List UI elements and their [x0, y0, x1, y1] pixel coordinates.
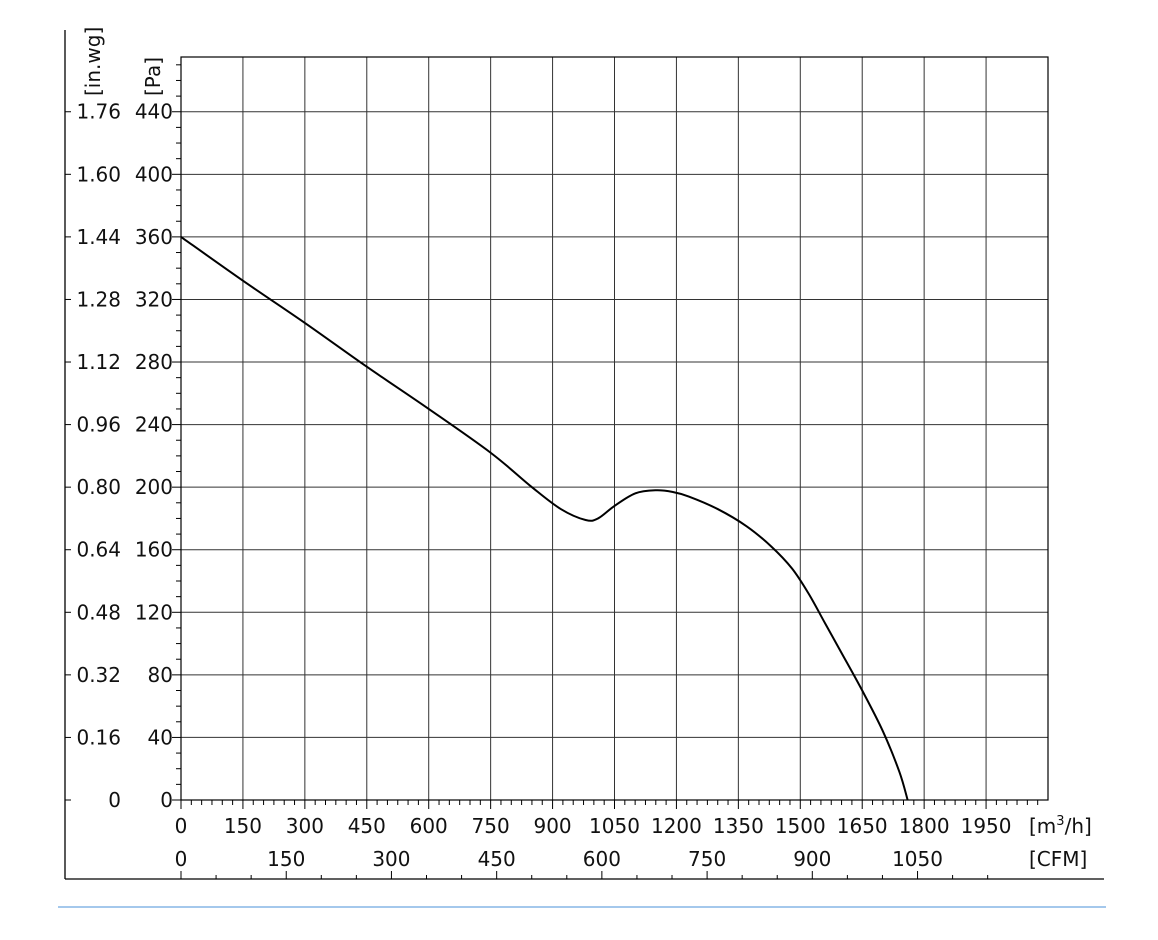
y2-tick-label-inwg: 0.64 [76, 538, 121, 562]
y2-tick-label-inwg: 1.76 [76, 100, 121, 124]
y2-axis-label-inwg: [in.wg] [81, 27, 105, 96]
x-tick-label: 0 [175, 814, 188, 838]
tick-labels: 0 150 300 450 600 750 900 1050 1200 1350 1500 1650 1… [76, 100, 1011, 871]
x2-tick-label: 300 [372, 847, 410, 871]
x2-tick-label: 1050 [892, 847, 943, 871]
x-tick-label: 300 [286, 814, 324, 838]
y-tick-label-pa: 440 [135, 100, 173, 124]
y2-tick-label-inwg: 0 [108, 788, 121, 812]
x-tick-label: 750 [472, 814, 510, 838]
grid-lines [181, 57, 1048, 800]
y2-tick-label-inwg: 0.96 [76, 413, 121, 437]
x-axis-label-sup: 3 [1056, 814, 1064, 829]
y2-tick-label-inwg: 1.60 [76, 162, 121, 186]
x2-tick-label: 450 [478, 847, 516, 871]
axes-frame [58, 30, 1106, 908]
x-axis-label-tail: /h] [1065, 814, 1092, 838]
x2-tick-label: 750 [688, 847, 726, 871]
y-tick-label-pa: 320 [135, 287, 173, 311]
x-tick-label: 1350 [713, 814, 764, 838]
y-tick-label-pa: 400 [135, 162, 173, 186]
y2-tick-label-inwg: 0.32 [76, 663, 121, 687]
y2-tick-label-inwg: 1.12 [76, 350, 121, 374]
y2-tick-label-inwg: 0.16 [76, 725, 121, 749]
x2-tick-label: 0 [175, 847, 188, 871]
y2-tick-label-inwg: 1.28 [76, 287, 121, 311]
y2-tick-label-inwg: 0.80 [76, 475, 121, 499]
axis-ticks [65, 64, 1039, 879]
x2-tick-label: 600 [583, 847, 621, 871]
y-axis-label-pa: [Pa] [141, 57, 165, 96]
x2-axis-label-cfm: [CFM] [1029, 847, 1087, 871]
y-tick-label-pa: 0 [160, 788, 173, 812]
x-tick-label: 450 [348, 814, 386, 838]
x-tick-label: 1500 [775, 814, 826, 838]
axis-titles: [Pa] [in.wg] [m3/h] [CFM] [81, 27, 1092, 871]
x-tick-label: 150 [224, 814, 262, 838]
x-axis-label-base: [m [1029, 814, 1056, 838]
y-tick-label-pa: 240 [135, 413, 173, 437]
y2-tick-label-inwg: 0.48 [76, 600, 121, 624]
x2-tick-label: 900 [793, 847, 831, 871]
y-tick-label-pa: 280 [135, 350, 173, 374]
x-tick-label: 1200 [651, 814, 702, 838]
fan-curve-line [180, 236, 909, 801]
y2-tick-label-inwg: 1.44 [76, 225, 121, 249]
plot-frame [180, 56, 1049, 801]
x-tick-label: 1050 [589, 814, 640, 838]
x-tick-label: 1800 [899, 814, 950, 838]
y-tick-label-pa: 40 [148, 725, 173, 749]
x-axis-label-m3h: [m3/h] [1029, 814, 1092, 838]
x2-tick-label: 150 [267, 847, 305, 871]
y-tick-label-pa: 360 [135, 225, 173, 249]
x-tick-label: 600 [410, 814, 448, 838]
series-layer [180, 236, 909, 801]
x-tick-label: 900 [533, 814, 571, 838]
x-tick-label: 1950 [961, 814, 1012, 838]
y-tick-label-pa: 160 [135, 538, 173, 562]
y-tick-label-pa: 200 [135, 475, 173, 499]
x-tick-label: 1650 [837, 814, 888, 838]
y-tick-label-pa: 120 [135, 600, 173, 624]
y-tick-label-pa: 80 [148, 663, 173, 687]
